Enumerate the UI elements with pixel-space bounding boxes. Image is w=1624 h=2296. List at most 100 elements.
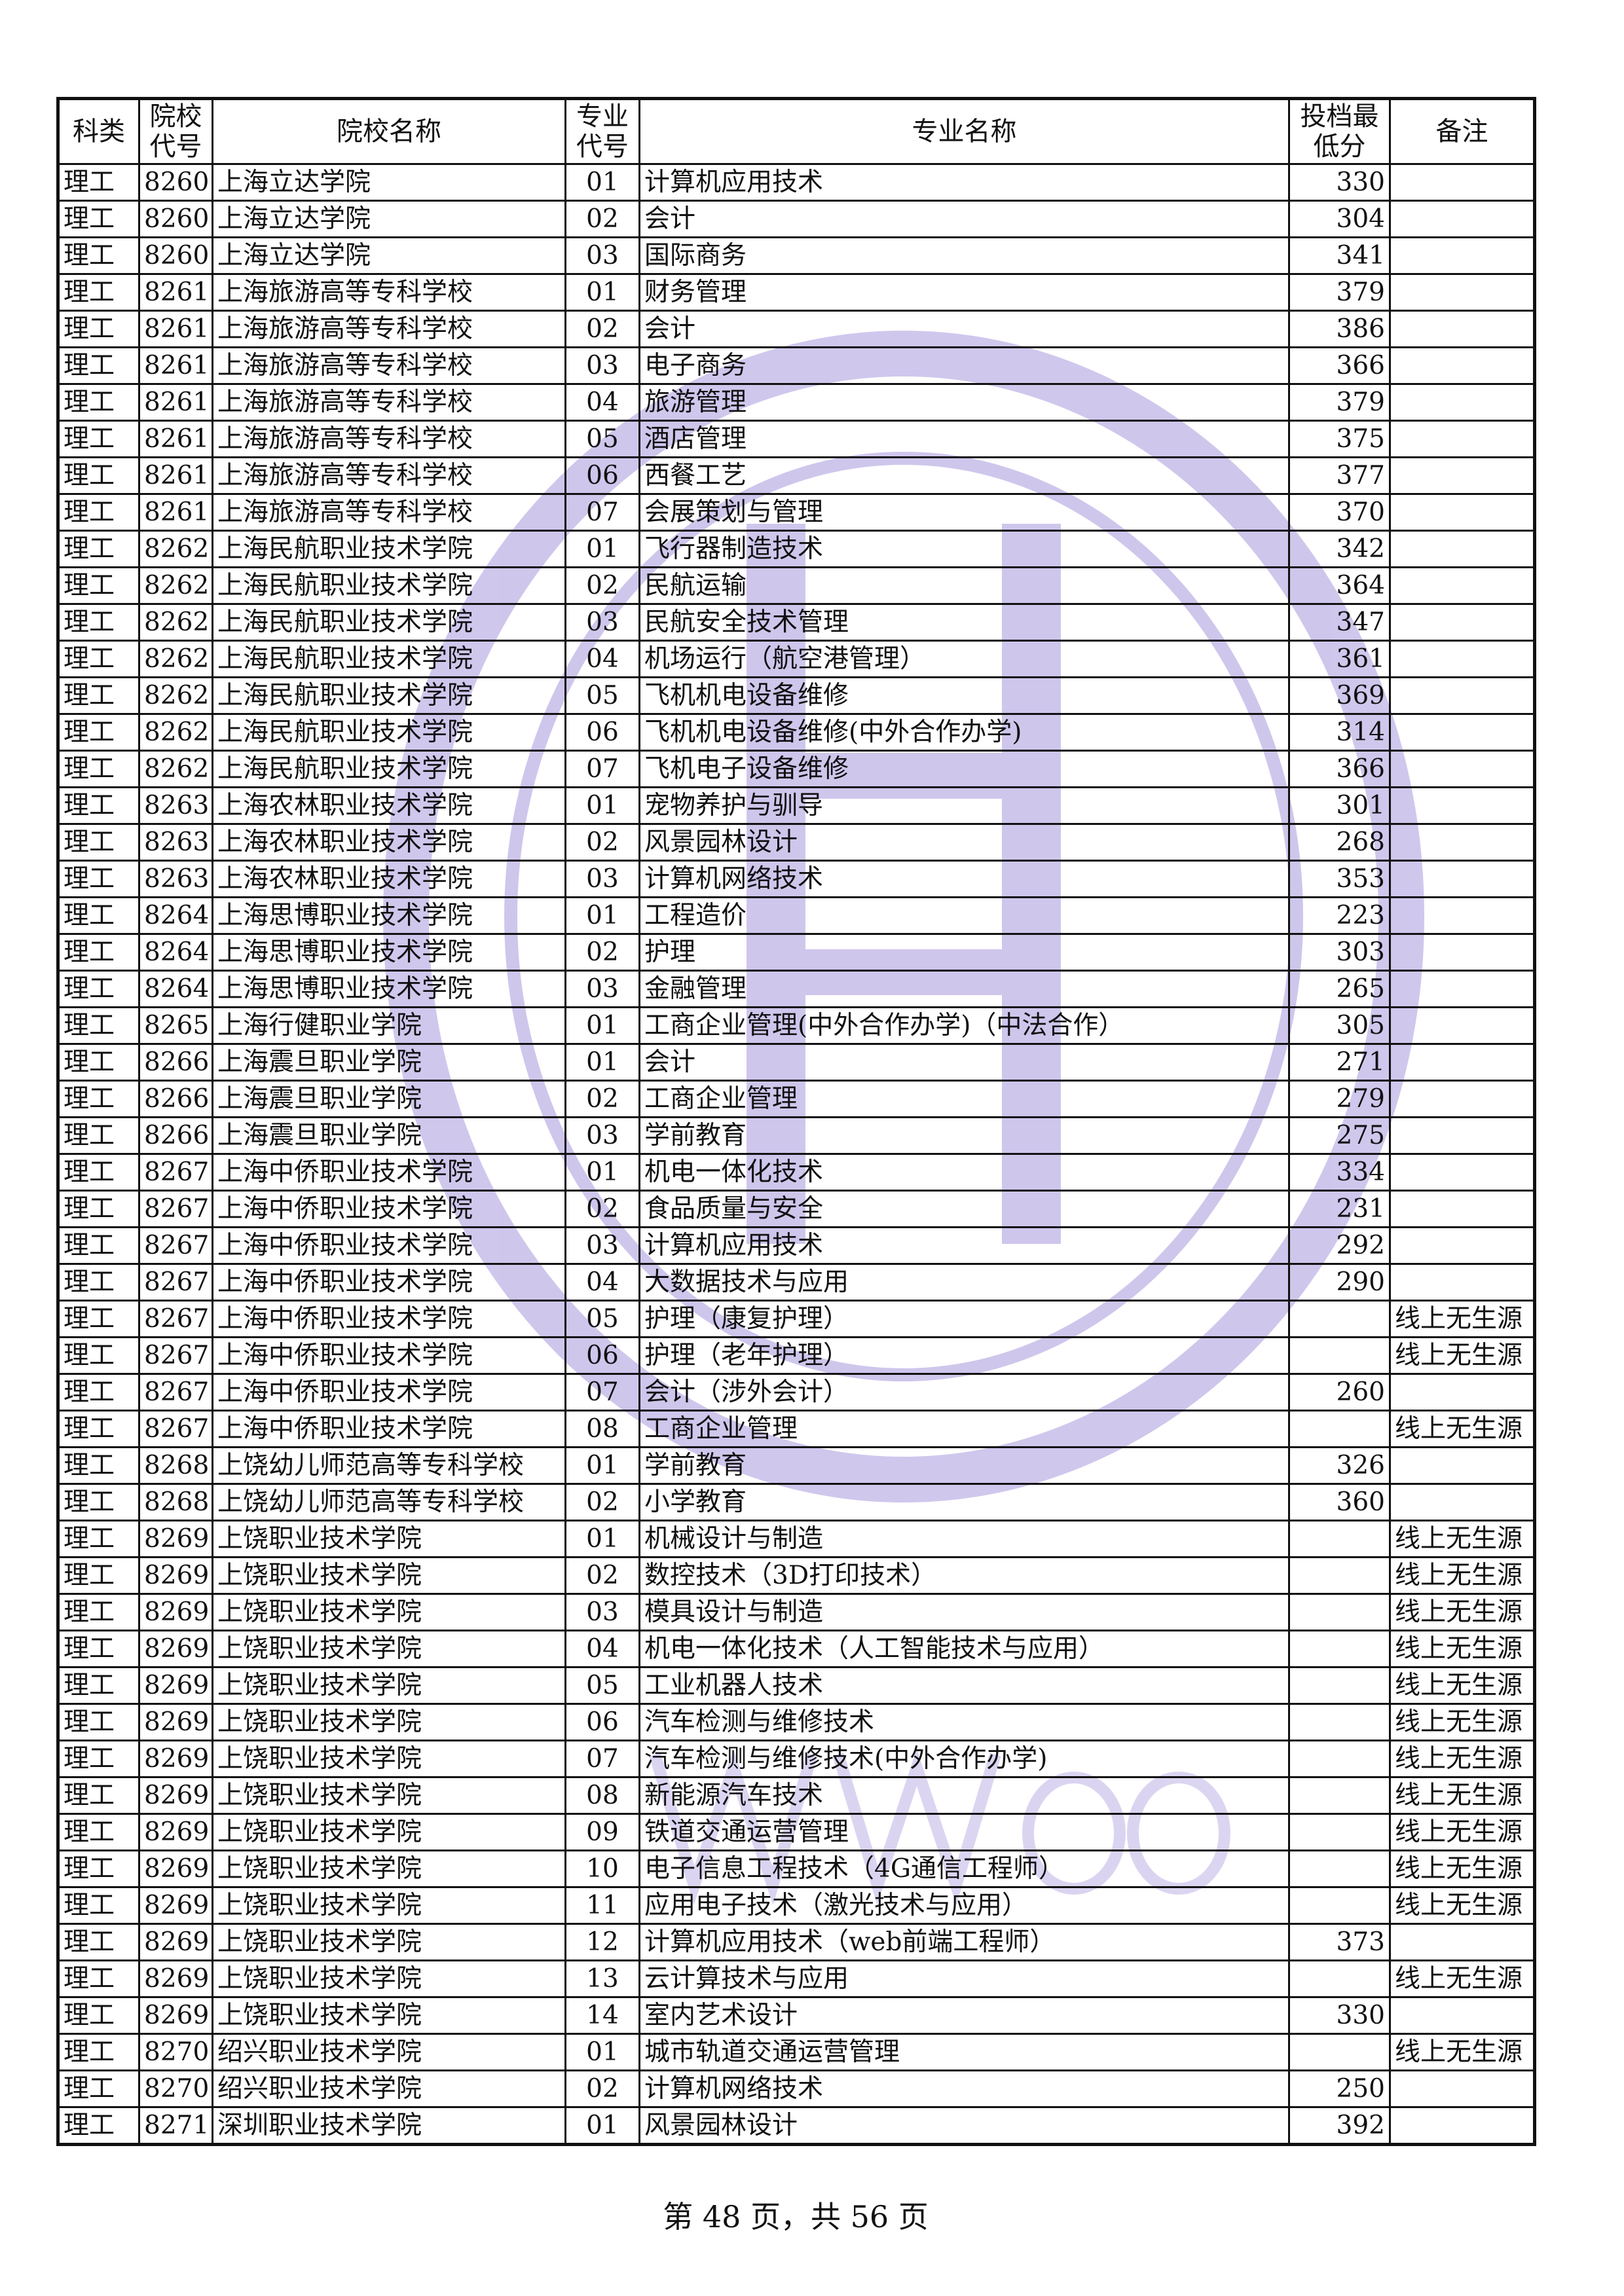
remarks-cell: 线上无生源: [1389, 1886, 1536, 1925]
school-code-cell: 8267: [138, 1336, 213, 1375]
major-code-cell: 03: [564, 236, 640, 275]
major-code-cell: 01: [564, 163, 640, 202]
school-code-cell: 8260: [138, 163, 213, 202]
major-name-cell: 会计: [638, 200, 1290, 238]
table-row: 理工 8269 上饶职业技术学院 03 模具设计与制造 线上无生源: [57, 1593, 1536, 1631]
school-name-cell: 上海思博职业技术学院: [212, 896, 566, 935]
min-score-cell: [1288, 2033, 1391, 2071]
school-code-cell: 8269: [138, 1703, 213, 1741]
min-score-cell: 271: [1288, 1043, 1391, 1082]
school-code-cell: 8269: [138, 1630, 213, 1668]
category-cell: 理工: [57, 640, 140, 678]
school-code-cell: 8268: [138, 1483, 213, 1522]
min-score-cell: 314: [1288, 713, 1391, 752]
school-code-cell: 8262: [138, 530, 213, 568]
table-row: 理工 8262 上海民航职业技术学院 04 机场运行（航空港管理） 361: [57, 640, 1536, 678]
category-cell: 理工: [57, 676, 140, 715]
school-code-cell: 8263: [138, 786, 213, 825]
school-code-cell: 8262: [138, 713, 213, 752]
table-row: 理工 8269 上饶职业技术学院 06 汽车检测与维修技术 线上无生源: [57, 1703, 1536, 1741]
min-score-cell: 373: [1288, 1923, 1391, 1961]
min-score-cell: 379: [1288, 383, 1391, 422]
school-name-cell: 上海震旦职业学院: [212, 1116, 566, 1155]
table-row: 理工 8262 上海民航职业技术学院 01 飞行器制造技术 342: [57, 530, 1536, 568]
school-name-cell: 上海立达学院: [212, 236, 566, 275]
category-cell: 理工: [57, 1446, 140, 1485]
school-name-cell: 上饶职业技术学院: [212, 1850, 566, 1888]
table-row: 理工 8269 上饶职业技术学院 08 新能源汽车技术 线上无生源: [57, 1776, 1536, 1815]
category-cell: 理工: [57, 823, 140, 862]
school-name-cell: 上饶职业技术学院: [212, 1923, 566, 1961]
page-number: 第 48 页，共 56 页: [663, 2199, 929, 2234]
remarks-cell: [1389, 200, 1536, 238]
min-score-cell: 360: [1288, 1483, 1391, 1522]
major-name-cell: 风景园林设计: [638, 823, 1290, 862]
remarks-cell: [1389, 603, 1536, 642]
min-score-cell: 392: [1288, 2106, 1391, 2145]
major-name-cell: 国际商务: [638, 236, 1290, 275]
table-row: 理工 8261 上海旅游高等专科学校 04 旅游管理 379: [57, 383, 1536, 422]
min-score-cell: 279: [1288, 1080, 1391, 1118]
major-code-cell: 13: [564, 1959, 640, 1998]
school-code-cell: 8263: [138, 823, 213, 862]
major-name-cell: 工程造价: [638, 896, 1290, 935]
major-name-cell: 护理（康复护理）: [638, 1300, 1290, 1338]
major-code-cell: 01: [564, 1043, 640, 1082]
major-code-cell: 02: [564, 2069, 640, 2108]
major-name-cell: 计算机网络技术: [638, 2069, 1290, 2108]
major-code-cell: 11: [564, 1886, 640, 1925]
school-name-cell: 上海立达学院: [212, 163, 566, 202]
major-code-cell: 01: [564, 1520, 640, 1558]
school-name-cell: 上海民航职业技术学院: [212, 566, 566, 605]
school-code-cell: 8267: [138, 1300, 213, 1338]
category-cell: 理工: [57, 273, 140, 312]
remarks-cell: 线上无生源: [1389, 1813, 1536, 1851]
header-min-score: 投档最 低分: [1288, 98, 1391, 165]
major-name-cell: 会计（涉外会计）: [638, 1373, 1290, 1412]
major-name-cell: 飞机机电设备维修: [638, 676, 1290, 715]
remarks-cell: [1389, 823, 1536, 862]
school-name-cell: 上海农林职业技术学院: [212, 786, 566, 825]
major-code-cell: 04: [564, 1263, 640, 1302]
category-cell: 理工: [57, 1886, 140, 1925]
category-cell: 理工: [57, 1043, 140, 1082]
school-code-cell: 8269: [138, 1923, 213, 1961]
school-name-cell: 上海旅游高等专科学校: [212, 420, 566, 458]
min-score-cell: 303: [1288, 933, 1391, 972]
major-code-cell: 02: [564, 566, 640, 605]
school-name-cell: 上海中侨职业技术学院: [212, 1263, 566, 1302]
school-name-cell: 上海中侨职业技术学院: [212, 1300, 566, 1338]
table-row: 理工 8270 绍兴职业技术学院 02 计算机网络技术 250: [57, 2069, 1536, 2108]
table-row: 理工 8263 上海农林职业技术学院 02 风景园林设计 268: [57, 823, 1536, 862]
major-code-cell: 01: [564, 530, 640, 568]
remarks-cell: 线上无生源: [1389, 1703, 1536, 1741]
school-name-cell: 上海民航职业技术学院: [212, 530, 566, 568]
major-name-cell: 计算机应用技术: [638, 163, 1290, 202]
school-code-cell: 8262: [138, 676, 213, 715]
school-name-cell: 上海震旦职业学院: [212, 1043, 566, 1082]
major-code-cell: 08: [564, 1776, 640, 1815]
major-code-cell: 06: [564, 713, 640, 752]
table-row: 理工 8261 上海旅游高等专科学校 03 电子商务 366: [57, 346, 1536, 385]
table-row: 理工 8265 上海行健职业学院 01 工商企业管理(中外合作办学)（中法合作） 305: [57, 1006, 1536, 1045]
category-cell: 理工: [57, 200, 140, 238]
remarks-cell: [1389, 713, 1536, 752]
table-row: 理工 8262 上海民航职业技术学院 03 民航安全技术管理 347: [57, 603, 1536, 642]
remarks-cell: [1389, 1263, 1536, 1302]
min-score-cell: 304: [1288, 200, 1391, 238]
school-name-cell: 上海民航职业技术学院: [212, 676, 566, 715]
min-score-cell: 375: [1288, 420, 1391, 458]
table-row: 理工 8267 上海中侨职业技术学院 07 会计（涉外会计） 260: [57, 1373, 1536, 1412]
school-code-cell: 8261: [138, 493, 213, 532]
table-row: 理工 8267 上海中侨职业技术学院 05 护理（康复护理） 线上无生源: [57, 1300, 1536, 1338]
school-code-cell: 8269: [138, 1813, 213, 1851]
major-code-cell: 04: [564, 1630, 640, 1668]
school-name-cell: 上饶职业技术学院: [212, 1740, 566, 1778]
major-name-cell: 模具设计与制造: [638, 1593, 1290, 1631]
major-code-cell: 12: [564, 1923, 640, 1961]
table-row: 理工 8267 上海中侨职业技术学院 08 工商企业管理 线上无生源: [57, 1410, 1536, 1448]
school-code-cell: 8269: [138, 1593, 213, 1631]
remarks-cell: [1389, 1043, 1536, 1082]
major-name-cell: 小学教育: [638, 1483, 1290, 1522]
category-cell: 理工: [57, 1740, 140, 1778]
